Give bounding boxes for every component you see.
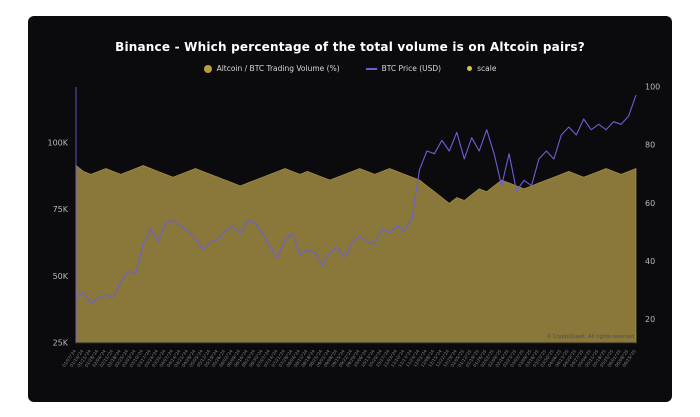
altcoin-volume-area bbox=[75, 164, 637, 344]
y-left-tick-label: 50K bbox=[53, 272, 69, 281]
y-right-tick-label: 60 bbox=[645, 199, 655, 208]
y-left-tick-label: 25K bbox=[53, 339, 69, 348]
chart-legend: Altcoin / BTC Trading Volume (%) BTC Pri… bbox=[28, 64, 672, 73]
y-left-tick-label: 75K bbox=[53, 205, 69, 214]
legend-label-scale: scale bbox=[477, 64, 497, 73]
legend-item-scale[interactable]: scale bbox=[467, 64, 496, 73]
legend-label-altcoin-volume: Altcoin / BTC Trading Volume (%) bbox=[216, 64, 340, 73]
chart-title: Binance - Which percentage of the total … bbox=[115, 40, 585, 54]
btc-price-line bbox=[75, 94, 637, 304]
y-right-tick-label: 40 bbox=[645, 257, 655, 266]
y-left-tick-label: 100K bbox=[47, 139, 68, 148]
legend-yellow-dot-icon bbox=[467, 66, 473, 71]
legend-item-altcoin-volume[interactable]: Altcoin / BTC Trading Volume (%) bbox=[203, 64, 340, 73]
legend-gold-circle-icon bbox=[203, 64, 212, 73]
chart-card: Binance - Which percentage of the total … bbox=[28, 16, 672, 402]
legend-item-btc-price[interactable]: BTC Price (USD) bbox=[365, 64, 442, 73]
y-right-tick-label: 100 bbox=[645, 83, 660, 92]
y-right-tick-label: 20 bbox=[645, 315, 655, 324]
copyright-note: © CryptoQuant. All rights reserved bbox=[547, 333, 634, 340]
legend-label-btc-price: BTC Price (USD) bbox=[381, 64, 442, 73]
chart-canvas[interactable]: CryptoQuant25K50K75K100K2040608010001/07… bbox=[30, 77, 670, 387]
y-right-tick-label: 80 bbox=[645, 141, 655, 150]
legend-purple-line-icon bbox=[365, 67, 377, 70]
